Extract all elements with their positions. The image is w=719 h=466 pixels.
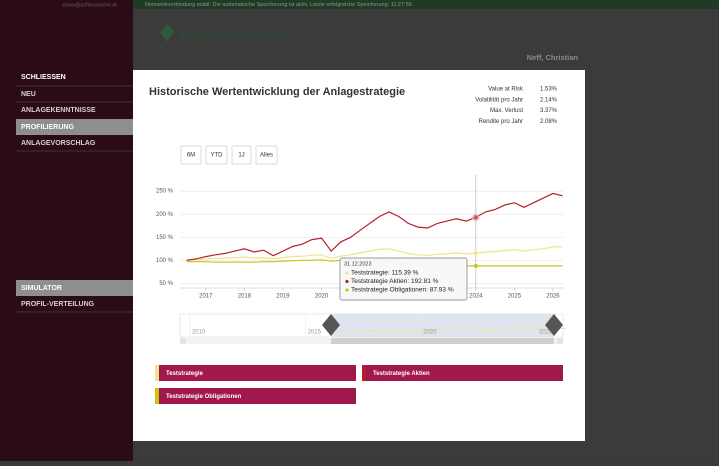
legend: Teststrategie Teststrategie Aktien Teststr… [155, 365, 563, 404]
stat-label: Value at Risk [488, 87, 524, 93]
email: show@schlossmine.at [62, 2, 117, 8]
logo-icon [160, 24, 174, 42]
navigator-handle[interactable] [545, 314, 563, 336]
tooltip-item: Teststrategie: 115.39 % [351, 270, 419, 277]
legend-label[interactable]: Teststrategie Obligationen [166, 394, 242, 400]
x-tick-label: 2026 [546, 294, 560, 300]
tooltip-dot [345, 271, 349, 275]
stat-value: 2.08% [540, 119, 558, 125]
range-buttons: 6M YTD 1J Alles [180, 145, 278, 165]
navigator-line [340, 328, 566, 332]
series-line [186, 245, 563, 261]
hover-point [473, 263, 478, 268]
user-name: Neff, Christian [527, 53, 579, 62]
menu-item[interactable]: PROFIL-VERTEILUNG [21, 301, 95, 308]
menu-item[interactable]: ANLAGEVORSCHLAG [21, 140, 96, 147]
legend-item[interactable] [155, 388, 356, 404]
range-button[interactable] [255, 145, 278, 165]
active-item-bg [16, 280, 133, 296]
navigator-selection [331, 314, 554, 337]
hover-point [473, 251, 478, 256]
x-tick-label: 2025 [508, 294, 522, 300]
legend-label[interactable]: Teststrategie [166, 371, 204, 377]
scroll-right[interactable] [557, 338, 563, 344]
menu: SCHLIESSEN NEU ANLAGEKENNTNISSE PROFILIE… [16, 74, 133, 313]
hover-point [471, 213, 480, 222]
range-button[interactable] [205, 145, 228, 165]
logo: SMARAGD [180, 32, 232, 43]
panel-title: Historische Wertentwicklung der Anlagest… [149, 86, 405, 98]
tooltip-item: Teststrategie Aktien: 192.81 % [351, 278, 439, 285]
range-button-label[interactable]: 6M [187, 153, 195, 159]
tooltip-item: Teststrategie Obligationen: 87.93 % [351, 287, 454, 294]
legend-item[interactable] [362, 365, 563, 381]
range-button-label[interactable]: Alles [260, 153, 273, 159]
tooltip-dot [345, 279, 349, 284]
sidebar [0, 0, 133, 461]
legend-swatch [155, 388, 159, 404]
menu-item[interactable]: NEU [21, 91, 36, 98]
stat-value: 3.37% [540, 108, 558, 114]
y-tick-label: 200 % [156, 212, 174, 218]
legend-item[interactable] [155, 365, 356, 381]
logo-suffix: ADVISORY [233, 32, 285, 43]
x-tick-label: 2018 [238, 294, 252, 300]
menu-item[interactable]: ANLAGEKENNTNISSE [21, 107, 96, 114]
legend-label[interactable]: Teststrategie Aktien [373, 371, 430, 377]
stat-value: 1.53% [540, 87, 558, 93]
stat-label: Max. Verlust [490, 108, 523, 114]
x-tick-label: 2017 [199, 294, 213, 300]
legend-swatch [155, 365, 159, 381]
y-tick-label: 150 % [156, 235, 174, 241]
navigator-tick-label: 2020 [423, 330, 437, 336]
stat-label: Rendite pro Jahr [479, 119, 523, 125]
range-button-label[interactable]: 1J [238, 153, 244, 159]
range-button-label[interactable]: YTD [211, 153, 224, 159]
scrollbar-thumb[interactable] [331, 338, 554, 344]
tooltip-date: 31.12.2023 [344, 261, 372, 267]
x-tick-label: 2020 [315, 294, 329, 300]
navigator-handle[interactable] [322, 314, 340, 336]
y-tick-label: 50 % [159, 281, 173, 287]
status-bar [133, 0, 719, 9]
scroll-left[interactable] [180, 338, 186, 344]
stats: Value at Risk 1.53% Volatilität pro Jahr 2.… [475, 87, 557, 125]
navigator-tick-label: 2015 [308, 330, 322, 336]
x-tick-label: 2019 [276, 294, 290, 300]
range-button[interactable] [231, 145, 252, 165]
status-message: Netzwerkverbindung stabil. Die automatis… [145, 2, 414, 8]
y-tick-label: 250 % [156, 189, 174, 195]
menu-item[interactable]: PROFILIERUNG [21, 124, 74, 131]
chart: 50 % 100 % 150 % 200 % 250 % 2017 2018 2019 2020… [156, 175, 566, 344]
active-item-bg [16, 119, 133, 135]
series-line [186, 192, 563, 261]
x-tick-label: 2024 [469, 294, 483, 300]
y-tick-label: 100 % [156, 258, 174, 264]
stat-value: 2.14% [540, 97, 558, 103]
navigator-tick-label: 2025 [539, 330, 553, 336]
modal [133, 70, 585, 441]
range-button[interactable] [180, 145, 202, 165]
tooltip-dot [345, 288, 349, 292]
menu-item[interactable]: SCHLIESSEN [21, 74, 66, 81]
menu-item[interactable]: SIMULATOR [21, 285, 62, 292]
stat-label: Volatilität pro Jahr [475, 97, 523, 103]
navigator-tick-label: 2010 [192, 330, 206, 336]
legend-swatch [362, 365, 366, 381]
tooltip [339, 257, 468, 301]
